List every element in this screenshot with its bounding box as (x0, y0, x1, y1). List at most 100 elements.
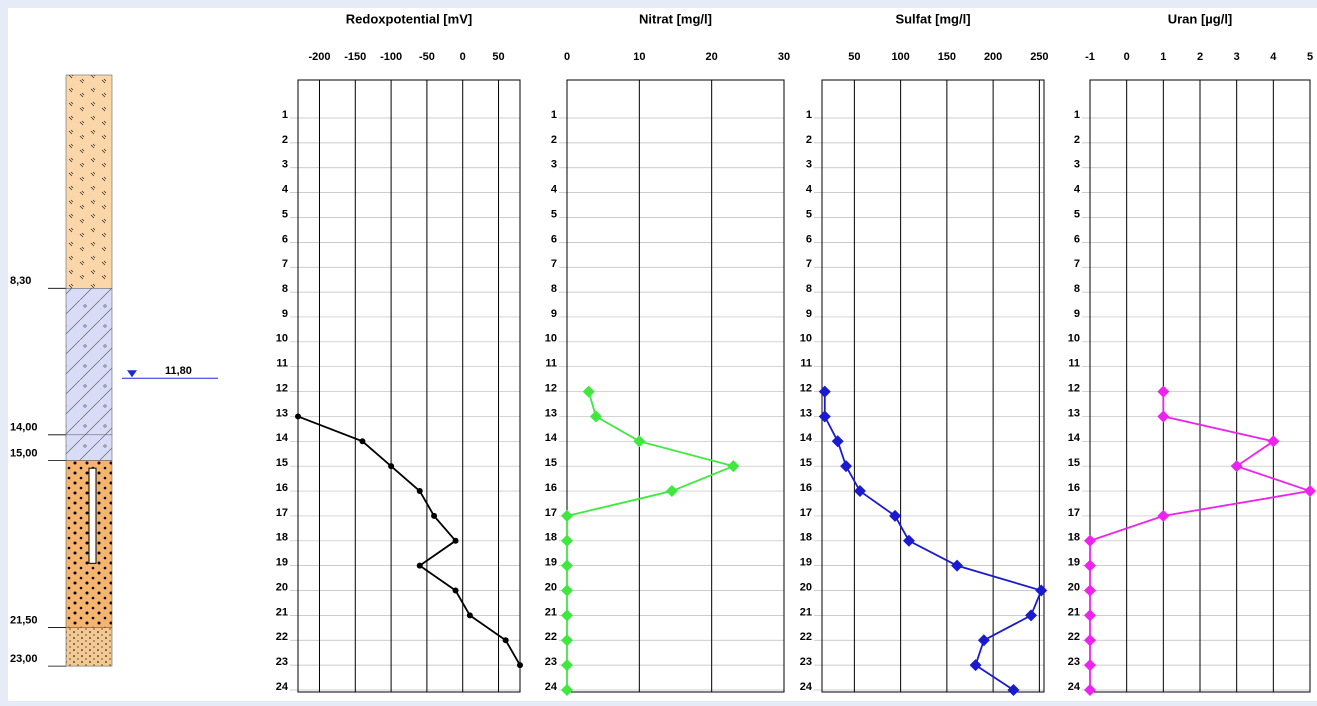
y-tick-label: 17 (1068, 507, 1080, 519)
data-point (359, 438, 365, 444)
y-tick-label: 14 (545, 432, 558, 444)
chart-title: Nitrat [mg/l] (639, 11, 712, 26)
y-tick-label: 12 (1068, 382, 1080, 394)
x-tick-label: 1 (1160, 51, 1166, 63)
data-point (295, 413, 301, 419)
y-tick-label: 3 (282, 159, 288, 171)
x-tick-label: 0 (564, 51, 570, 63)
y-tick-label: 16 (276, 482, 288, 494)
y-tick-label: 22 (1068, 631, 1080, 643)
y-tick-label: 13 (1068, 407, 1080, 419)
x-tick-label: -1 (1085, 51, 1095, 63)
depth-label: 23,00 (10, 653, 38, 665)
y-tick-label: 2 (282, 134, 288, 146)
y-tick-label: 5 (1074, 208, 1080, 220)
y-tick-label: 19 (545, 557, 557, 569)
y-tick-label: 24 (276, 681, 289, 693)
y-tick-label: 3 (1074, 159, 1080, 171)
y-tick-label: 11 (276, 358, 288, 370)
y-tick-label: 22 (545, 631, 557, 643)
y-tick-label: 20 (545, 581, 557, 593)
y-tick-label: 4 (282, 184, 289, 196)
x-tick-label: 10 (633, 51, 645, 63)
chart-title: Uran [µg/l] (1168, 11, 1233, 26)
y-tick-label: 14 (276, 432, 289, 444)
x-tick-label: 50 (848, 51, 860, 63)
x-tick-label: 3 (1234, 51, 1240, 63)
y-tick-label: 23 (1068, 656, 1080, 668)
x-tick-label: 5 (1307, 51, 1313, 63)
y-tick-label: 8 (551, 283, 557, 295)
data-point (503, 637, 509, 643)
y-tick-label: 10 (276, 333, 288, 345)
data-point (417, 563, 423, 569)
y-tick-label: 7 (1074, 258, 1080, 270)
y-tick-label: 21 (545, 606, 557, 618)
y-tick-label: 11 (800, 358, 812, 370)
y-tick-label: 6 (806, 233, 812, 245)
y-tick-label: 8 (282, 283, 288, 295)
x-tick-label: 50 (492, 51, 504, 63)
y-tick-label: 22 (276, 631, 288, 643)
y-tick-label: 17 (800, 507, 812, 519)
y-tick-label: 24 (800, 681, 813, 693)
filter-screen (89, 468, 96, 563)
y-tick-label: 2 (1074, 134, 1080, 146)
y-tick-label: 13 (545, 407, 557, 419)
y-tick-label: 18 (800, 532, 812, 544)
y-tick-label: 6 (282, 233, 288, 245)
y-tick-label: 10 (545, 333, 557, 345)
y-tick-label: 18 (1068, 532, 1080, 544)
y-tick-label: 4 (551, 184, 558, 196)
y-tick-label: 9 (1074, 308, 1080, 320)
y-tick-label: 15 (545, 457, 557, 469)
y-tick-label: 11 (1068, 358, 1080, 370)
y-tick-label: 15 (800, 457, 812, 469)
depth-label: 14,00 (10, 422, 38, 434)
data-point (453, 588, 459, 594)
layer-pattern (66, 288, 112, 434)
y-tick-label: 12 (276, 382, 288, 394)
layer-pattern (66, 628, 112, 667)
y-tick-label: 16 (800, 482, 812, 494)
y-tick-label: 19 (800, 557, 812, 569)
y-tick-label: 10 (1068, 333, 1080, 345)
y-tick-label: 23 (545, 656, 557, 668)
y-tick-label: 18 (276, 532, 288, 544)
y-tick-label: 7 (806, 258, 812, 270)
depth-label: 15,00 (10, 447, 38, 459)
data-point (431, 513, 437, 519)
y-tick-label: 18 (545, 532, 557, 544)
layer-pattern (66, 75, 112, 288)
water-level-label: 11,80 (165, 365, 192, 377)
data-point (388, 463, 394, 469)
y-tick-label: 13 (800, 407, 812, 419)
y-tick-label: 22 (800, 631, 812, 643)
y-tick-label: 16 (1068, 482, 1080, 494)
chart-title: Sulfat [mg/l] (895, 11, 970, 26)
y-tick-label: 9 (806, 308, 812, 320)
y-tick-label: 11 (545, 358, 557, 370)
y-tick-label: 14 (800, 432, 813, 444)
y-tick-label: 4 (806, 184, 813, 196)
data-point (467, 612, 473, 618)
y-tick-label: 6 (551, 233, 557, 245)
y-tick-label: 2 (551, 134, 557, 146)
y-tick-label: 5 (806, 208, 812, 220)
y-tick-label: 1 (806, 109, 812, 121)
y-tick-label: 5 (282, 208, 288, 220)
x-tick-label: 100 (891, 51, 909, 63)
chart-title: Redoxpotential [mV] (346, 11, 472, 26)
y-tick-label: 12 (545, 382, 557, 394)
y-tick-label: 19 (276, 557, 288, 569)
page: { "borehole": { "layers": [ {"bottom": 8… (0, 0, 1317, 701)
x-tick-label: 20 (706, 51, 718, 63)
y-tick-label: 17 (545, 507, 557, 519)
y-tick-label: 12 (800, 382, 812, 394)
y-tick-label: 14 (1068, 432, 1081, 444)
y-tick-label: 8 (1074, 283, 1080, 295)
y-tick-label: 15 (276, 457, 288, 469)
y-tick-label: 9 (282, 308, 288, 320)
x-tick-label: 0 (460, 51, 466, 63)
layer-pattern (66, 435, 112, 461)
